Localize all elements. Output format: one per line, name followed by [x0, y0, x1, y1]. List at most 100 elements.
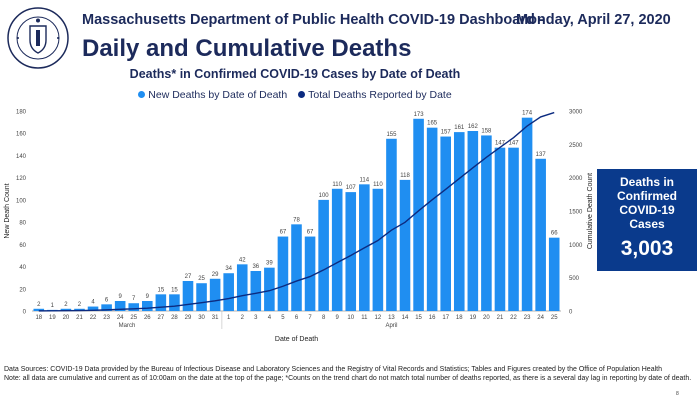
legend-label-new-deaths: New Deaths by Date of Death	[148, 89, 288, 101]
bar	[33, 308, 45, 311]
bar-data-label: 39	[266, 261, 273, 267]
summary-label-line-1: Deaths in	[619, 175, 674, 189]
y-tick-label: 20	[19, 287, 26, 293]
x-tick-label: 23	[524, 315, 531, 321]
bar-data-label: 158	[481, 128, 492, 134]
legend-label-total-deaths: Total Deaths Reported by Date	[308, 89, 452, 101]
bar	[304, 236, 316, 311]
bar	[453, 132, 465, 311]
x-tick-label: 10	[347, 315, 354, 321]
bar	[169, 294, 180, 311]
x-tick-label: 22	[90, 315, 97, 321]
bar	[467, 131, 479, 311]
x-tick-label: 21	[497, 315, 504, 321]
bar	[236, 264, 248, 311]
deaths-chart: 0204060801001201401601800500100015002000…	[4, 110, 594, 344]
bar	[508, 147, 519, 311]
bar-data-label: 6	[105, 297, 109, 303]
x-tick-label: 27	[158, 315, 165, 321]
bar-data-label: 15	[158, 287, 165, 293]
bar-data-label: 110	[332, 182, 342, 188]
bar-data-label: 2	[78, 302, 82, 308]
bar-data-label: 118	[400, 173, 410, 179]
bar	[209, 278, 221, 311]
y2-axis-label: Cumulative Death Count	[587, 173, 594, 249]
bar	[318, 199, 329, 311]
x-tick-label: 5	[281, 315, 285, 321]
bar	[223, 273, 234, 311]
y2-tick-label: 0	[569, 310, 573, 316]
bar	[426, 127, 438, 312]
bar-data-label: 34	[225, 266, 232, 272]
legend-bar-dot	[138, 91, 146, 98]
x-tick-label: 8	[322, 315, 326, 321]
bar	[196, 283, 207, 311]
bar-data-label: 114	[360, 177, 370, 183]
bar	[60, 308, 72, 311]
y2-tick-label: 2500	[569, 143, 583, 149]
bar	[128, 303, 140, 311]
bar-data-label: 9	[146, 294, 150, 300]
bar-data-label: 107	[346, 185, 357, 191]
y-tick-label: 120	[16, 176, 27, 182]
x-tick-label: 2	[241, 315, 245, 321]
x-axis-label: Date of Death	[275, 336, 318, 343]
y2-tick-label: 3000	[569, 110, 583, 116]
y-tick-label: 60	[19, 243, 26, 249]
bar	[331, 188, 343, 311]
bar	[182, 281, 194, 311]
y-tick-label: 40	[19, 265, 26, 271]
bar-data-label: 4	[91, 300, 95, 306]
bar-data-label: 2	[37, 302, 41, 308]
bar-data-label: 157	[441, 130, 452, 136]
bar-data-label: 147	[495, 141, 506, 147]
x-tick-label: 21	[76, 315, 83, 321]
x-tick-label: 19	[469, 315, 476, 321]
month-label: April	[385, 323, 397, 329]
bar-data-label: 36	[252, 264, 259, 270]
bar	[155, 294, 167, 311]
bar	[345, 192, 357, 311]
summary-label-line-2: Confirmed	[617, 189, 677, 203]
y2-tick-label: 1500	[569, 210, 583, 216]
report-date: Monday, April 27, 2020	[516, 12, 671, 28]
bar-data-label: 67	[307, 230, 314, 236]
state-seal-logo	[7, 7, 69, 69]
bar	[101, 304, 112, 311]
x-tick-label: 3	[254, 315, 258, 321]
bar	[399, 179, 411, 311]
chart-title: Deaths* in Confirmed COVID-19 Cases by D…	[129, 67, 461, 81]
bar-data-label: 29	[212, 272, 219, 278]
bar	[521, 117, 533, 312]
x-tick-label: 31	[212, 315, 219, 321]
legend-item-total-deaths: Total Deaths Reported by Date	[298, 89, 452, 101]
bar	[142, 301, 153, 311]
bar-data-label: 67	[280, 230, 287, 236]
x-tick-label: 4	[268, 315, 272, 321]
x-tick-label: 28	[171, 315, 178, 321]
x-tick-label: 1	[227, 315, 231, 321]
x-tick-label: 13	[388, 315, 395, 321]
bar	[413, 118, 424, 312]
x-tick-label: 24	[537, 315, 544, 321]
y-tick-label: 140	[16, 154, 27, 160]
bar-data-label: 137	[536, 152, 547, 158]
bar-data-label: 66	[551, 231, 558, 237]
y2-tick-label: 2000	[569, 176, 583, 182]
bar	[291, 224, 302, 311]
bar-data-label: 7	[132, 296, 136, 302]
bar	[535, 158, 546, 311]
footnote-sources: Data Sources: COVID-19 Data provided by …	[4, 366, 662, 373]
cumulative-deaths-line	[38, 111, 555, 312]
agency-title: Massachusetts Department of Public Healt…	[82, 12, 544, 28]
bar-data-label: 147	[509, 141, 520, 147]
y2-tick-label: 1000	[569, 243, 583, 249]
x-tick-label: 14	[402, 315, 409, 321]
bar	[548, 237, 560, 311]
x-tick-label: 18	[35, 315, 42, 321]
x-tick-label: 22	[510, 315, 517, 321]
x-tick-label: 19	[49, 315, 56, 321]
bar-data-label: 27	[185, 274, 192, 280]
bar-data-label: 155	[386, 132, 397, 138]
bar-data-label: 25	[198, 276, 205, 282]
